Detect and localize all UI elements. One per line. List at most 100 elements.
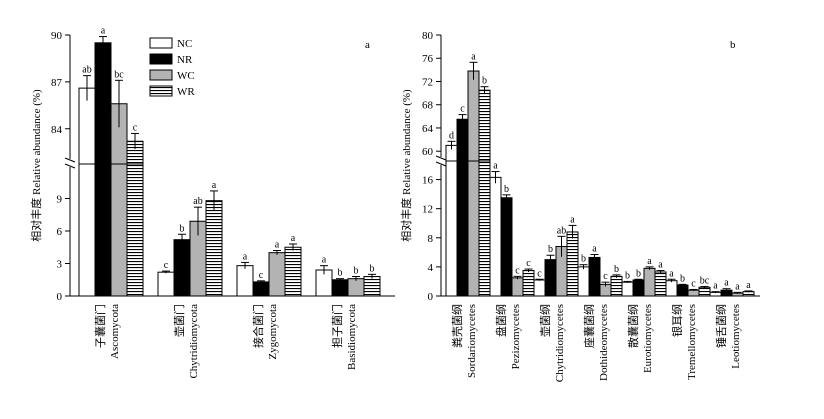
bar-wc [347,278,365,297]
significance-letter: ab [557,225,566,236]
category-label-zh: 粪壳菌纲 [450,304,464,348]
bar-wc [268,252,286,297]
legend-swatch-nc [149,37,173,49]
legend-label: WR [177,86,195,98]
bar-nc-lower [445,160,458,297]
significance-letter: a [212,180,217,191]
bar-nr [500,197,513,297]
bar-nr [632,279,645,297]
y-axis-label: 相对丰度 Relative abundance (%) [29,89,43,242]
significance-letter: a [735,281,740,292]
category-label-en: Eurotiomycetes [642,304,654,373]
axis-break-mark [435,155,447,161]
category-label-en: Chytridiomycetes [554,304,566,382]
category-label-zh: 散囊菌纲 [626,304,640,348]
bar-nc [236,265,254,297]
category-label-zh: 接合菌门 [251,304,265,348]
bar-nc [157,271,175,297]
y-tick-label: 80 [422,30,434,42]
category-label-en: Pezizomycetes [510,304,522,369]
significance-letter: a [658,260,663,271]
bar-nr [676,284,689,297]
legend-label: NC [177,38,192,50]
significance-letter: b [482,76,487,87]
legend-label: WC [177,70,195,82]
bar-nr [331,279,349,297]
significance-letter: b [636,268,641,279]
axis-break-mark [435,161,447,167]
significance-letter: a [724,278,729,289]
significance-letter: b [625,270,630,281]
significance-letter: c [691,278,696,289]
significance-letter: b [548,244,553,255]
significance-letter: a [592,244,597,255]
y-tick-label: 72 [422,76,433,88]
bar-wr [363,276,381,297]
legend-swatch-wr [149,85,173,97]
significance-letter: a [570,214,575,225]
category-label-en: Tremellomycetes [686,304,698,380]
significance-letter: b [614,264,619,275]
bar-nr [456,118,469,162]
significance-letter: c [460,104,465,115]
y-tick-label: 0 [57,291,63,303]
category-label-en: Sordariomycetes [466,304,478,378]
significance-letter: a [493,161,498,172]
bar-nr [252,281,270,297]
significance-letter: b [581,254,586,265]
panel-b-chart: 0 4 8 12 16 60 64 68 72 76 80 相对丰度 Relative abundan… [399,30,760,382]
bar-wr [566,231,579,297]
significance-letter: a [243,251,248,262]
category-label-zh: 盘菌纲 [494,304,508,337]
y-tick-label: 0 [428,291,434,303]
category-label-en: Leotiomycetes [730,304,742,369]
significance-letter: a [101,26,106,37]
bar-wr [654,271,667,297]
category-label-zh: 座囊菌纲 [582,304,596,348]
legend-swatch-wc [149,69,173,81]
bar-wr [284,246,302,297]
bar-nr-lower [94,161,112,297]
significance-letter: c [515,265,520,276]
bar-wr [478,89,491,162]
significance-letter: a [647,256,652,267]
bar-nc-lower [78,161,96,297]
y-tick-label: 16 [422,175,434,187]
bar-nc [489,176,502,297]
bar-nr [94,42,112,165]
y-axis-label: 相对丰度 Relative abundance (%) [399,89,413,242]
bar-wc [511,277,524,297]
bar-wc [643,267,656,297]
y-tick-label: 8 [428,233,434,245]
y-tick-label: 12 [422,204,433,216]
significance-letter: b [354,266,359,277]
significance-letter: a [291,233,296,244]
significance-letter: a [669,268,674,279]
bar-nr [588,256,601,297]
y-tick-label: 64 [422,123,434,135]
bar-wr [698,286,711,297]
bar-nc [621,281,634,297]
panel-label: a [365,39,370,51]
y-tick-label: 84 [51,124,63,136]
significance-letter: a [322,255,327,266]
bar-nr-lower [456,160,469,297]
significance-letter: a [746,280,751,291]
legend: NC NR WC WR [149,37,195,98]
category-label-en: Basidiomycota [346,304,358,370]
significance-letter: c [133,122,138,133]
bar-wc [687,289,700,297]
significance-letter: a [471,51,476,62]
significance-letter: c [164,260,169,271]
bar-wr-lower [478,160,491,297]
bar-nc [533,279,546,297]
y-tick-label: 76 [422,53,434,65]
y-tick-label: 4 [428,262,434,274]
significance-letter: c [603,271,608,282]
significance-letter: bc [114,69,124,80]
bar-nc [577,266,590,297]
axis-break-mark [64,163,76,169]
significance-letter: b [370,263,375,274]
